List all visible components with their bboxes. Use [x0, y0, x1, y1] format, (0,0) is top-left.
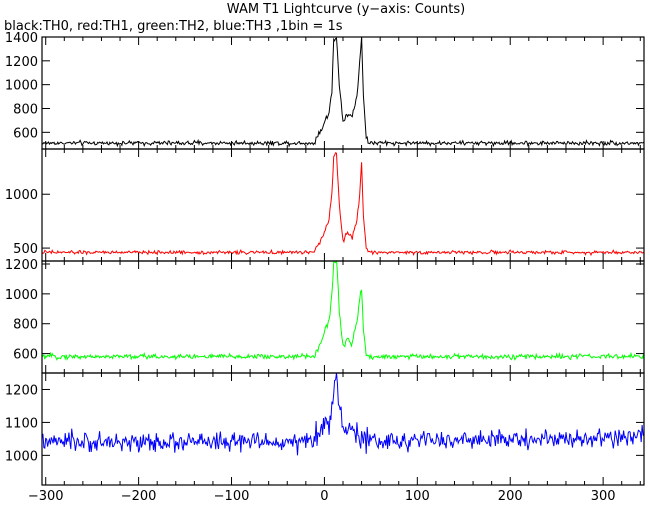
y-tick-label-2-0: 600 — [13, 348, 38, 363]
y-tick-label-0-2: 1000 — [5, 79, 38, 94]
y-tick-label-2-3: 1200 — [5, 258, 38, 273]
series-line-2 — [42, 261, 644, 361]
panel-0: 600 800 1000 1200 1400 — [5, 31, 645, 150]
panels-group: 6008001000120014005001000600800100012001… — [5, 31, 645, 504]
series-line-3 — [42, 373, 644, 456]
y-tick-label-0-0: 600 — [13, 126, 38, 141]
x-tick-label-3: 0 — [320, 489, 328, 504]
panel-frame-1 — [41, 148, 645, 262]
y-tick-label-3-0: 1000 — [5, 449, 38, 464]
y-tick-label-3-2: 1200 — [5, 383, 38, 398]
y-tick-label-1-1: 1000 — [5, 188, 38, 203]
x-tick-label-0: −300 — [28, 489, 64, 504]
series-line-1 — [42, 152, 644, 257]
y-tick-label-2-1: 800 — [13, 318, 38, 333]
chart-subtitle: black:TH0, red:TH1, green:TH2, blue:TH3 … — [4, 19, 343, 34]
series-line-0 — [42, 37, 644, 148]
x-tick-label-2: −100 — [214, 489, 250, 504]
y-tick-label-0-3: 1200 — [5, 55, 38, 70]
y-tick-label-1-0: 500 — [13, 242, 38, 257]
panel-1: 500 1000 — [5, 148, 645, 262]
panel-frame-2 — [41, 260, 645, 374]
x-tick-label-1: −200 — [121, 489, 157, 504]
chart-title: WAM T1 Lightcurve (y−axis: Counts) — [227, 2, 465, 17]
x-tick-label-6: 300 — [591, 489, 616, 504]
x-tick-label-4: 100 — [405, 489, 430, 504]
y-tick-label-0-1: 800 — [13, 102, 38, 117]
panel-2: 600 800 1000 1200 — [5, 258, 645, 374]
y-tick-label-3-1: 1100 — [5, 416, 38, 431]
y-tick-label-2-2: 1000 — [5, 288, 38, 303]
panel-frame-3 — [41, 372, 645, 486]
y-tick-label-0-4: 1400 — [5, 31, 38, 46]
x-tick-label-5: 200 — [498, 489, 523, 504]
panel-3: 1000 1100 1200 — [5, 372, 645, 486]
panel-frame-0 — [41, 36, 645, 150]
